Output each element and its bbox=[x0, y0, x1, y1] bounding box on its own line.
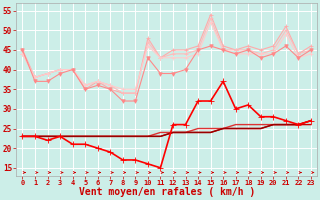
X-axis label: Vent moyen/en rafales ( km/h ): Vent moyen/en rafales ( km/h ) bbox=[79, 187, 255, 197]
